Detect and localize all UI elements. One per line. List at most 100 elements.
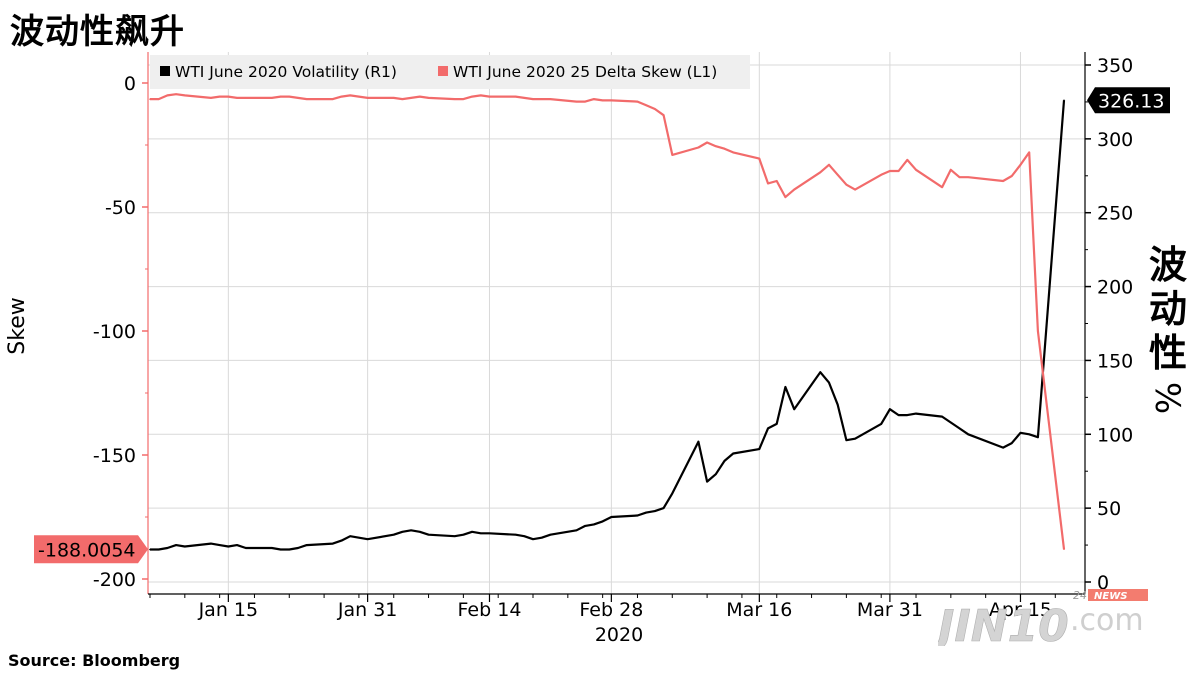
skew-point — [854, 188, 856, 191]
skew-point — [288, 95, 291, 98]
axes — [142, 52, 1091, 602]
skew-point — [532, 98, 534, 100]
volatility-point — [958, 427, 961, 430]
skew-point — [662, 114, 665, 117]
right-tick-label: 150 — [1097, 350, 1133, 372]
legend-label-volatility: WTI June 2020 Volatility (R1) — [175, 63, 397, 81]
volatility-point — [184, 545, 186, 548]
skew-point — [427, 97, 430, 99]
skew-point — [305, 98, 308, 100]
x-year-label: 2020 — [595, 624, 643, 646]
skew-point — [697, 146, 700, 149]
skew-point — [601, 99, 604, 102]
skew-point — [419, 95, 421, 98]
skew-point — [636, 100, 639, 103]
skew-point — [462, 98, 465, 100]
volatility-last-value-label: 326.13 — [1098, 90, 1164, 112]
volatility-point — [819, 371, 822, 374]
volatility-point — [697, 440, 700, 443]
skew-point — [392, 97, 395, 99]
volatility-point — [419, 530, 421, 533]
volatility-point — [662, 507, 665, 509]
skew-point — [157, 98, 160, 100]
skew-point — [767, 182, 769, 185]
volatility-point — [332, 542, 334, 545]
volatility-point — [175, 544, 177, 546]
volatility-point — [854, 437, 856, 440]
skew-point — [958, 176, 961, 179]
volatility-point — [897, 414, 900, 416]
skew-point — [166, 94, 169, 97]
volatility-point — [889, 408, 891, 410]
volatility-point — [880, 423, 882, 425]
volatility-point — [271, 547, 273, 549]
left-tick-label: 0 — [124, 73, 136, 95]
skew-point — [1010, 175, 1013, 177]
left-tick-label: -50 — [105, 197, 136, 219]
legend-label-skew: WTI June 2020 25 Delta Skew (L1) — [453, 63, 717, 81]
volatility-point — [575, 529, 578, 532]
skew-point — [715, 145, 717, 148]
right-axis-title-char: 性 — [1149, 331, 1187, 375]
skew-point — [836, 173, 839, 176]
volatility-point — [654, 510, 656, 512]
skew-point — [915, 169, 917, 171]
volatility-point — [514, 533, 517, 536]
right-tick-label: 100 — [1097, 424, 1133, 446]
skew-point — [732, 151, 735, 154]
series-line-volatility — [150, 100, 1066, 551]
volatility-point — [540, 536, 543, 539]
x-tick-label: Feb 28 — [579, 599, 643, 621]
skew-point — [453, 98, 456, 100]
volatility-last-value-bg — [1087, 87, 1170, 114]
volatility-point — [218, 544, 221, 546]
volatility-point — [593, 523, 595, 526]
skew-point — [175, 93, 177, 95]
news-tag-number: 24 — [1073, 589, 1087, 602]
skew-last-value-label: -188.0054 — [38, 539, 136, 561]
volatility-point — [1037, 436, 1039, 439]
volatility-point — [532, 538, 534, 540]
skew-point — [184, 94, 186, 97]
x-tick-label: Jan 15 — [198, 599, 259, 621]
volatility-point — [584, 525, 587, 527]
volatility-point — [166, 547, 169, 549]
skew-point — [819, 171, 822, 174]
volatility-point — [410, 529, 412, 532]
axis-labels: 0 -50 -100 -150 -200 350 300 250 200 150 100 50 0 Jan… — [5, 55, 1187, 646]
volatility-point — [279, 548, 282, 551]
skew-point — [575, 100, 578, 103]
skew-point — [479, 94, 482, 97]
skew-point — [1019, 164, 1022, 166]
volatility-point — [227, 545, 230, 548]
skew-point — [967, 176, 970, 179]
skew-point — [297, 97, 299, 99]
right-tick-label: 300 — [1097, 129, 1133, 151]
right-tick-label: 350 — [1097, 55, 1133, 77]
volatility-point — [636, 514, 639, 517]
skew-point — [706, 141, 708, 144]
skew-point — [401, 98, 404, 100]
skew-point — [897, 170, 900, 172]
right-tick-label: 200 — [1097, 277, 1133, 299]
volatility-point — [349, 535, 352, 538]
skew-point — [610, 99, 613, 102]
skew-point — [793, 188, 795, 191]
legend: WTI June 2020 Volatility (R1) WTI June 20… — [150, 55, 750, 89]
left-tick-label: -150 — [93, 445, 136, 467]
volatility-point — [340, 539, 343, 542]
volatility-point — [906, 414, 909, 416]
skew-point — [671, 154, 674, 156]
volatility-point — [645, 511, 647, 514]
skew-point — [218, 95, 221, 98]
right-tick-label: 50 — [1097, 498, 1121, 520]
volatility-point — [479, 532, 482, 535]
skew-point — [723, 147, 726, 150]
volatility-point — [715, 473, 717, 475]
volatility-point — [836, 403, 839, 406]
right-axis-title-char: 动 — [1149, 287, 1187, 331]
skew-point — [236, 97, 238, 99]
news-tag-word: NEWS — [1094, 591, 1127, 602]
volatility-point — [601, 520, 604, 523]
volatility-point — [288, 548, 291, 551]
